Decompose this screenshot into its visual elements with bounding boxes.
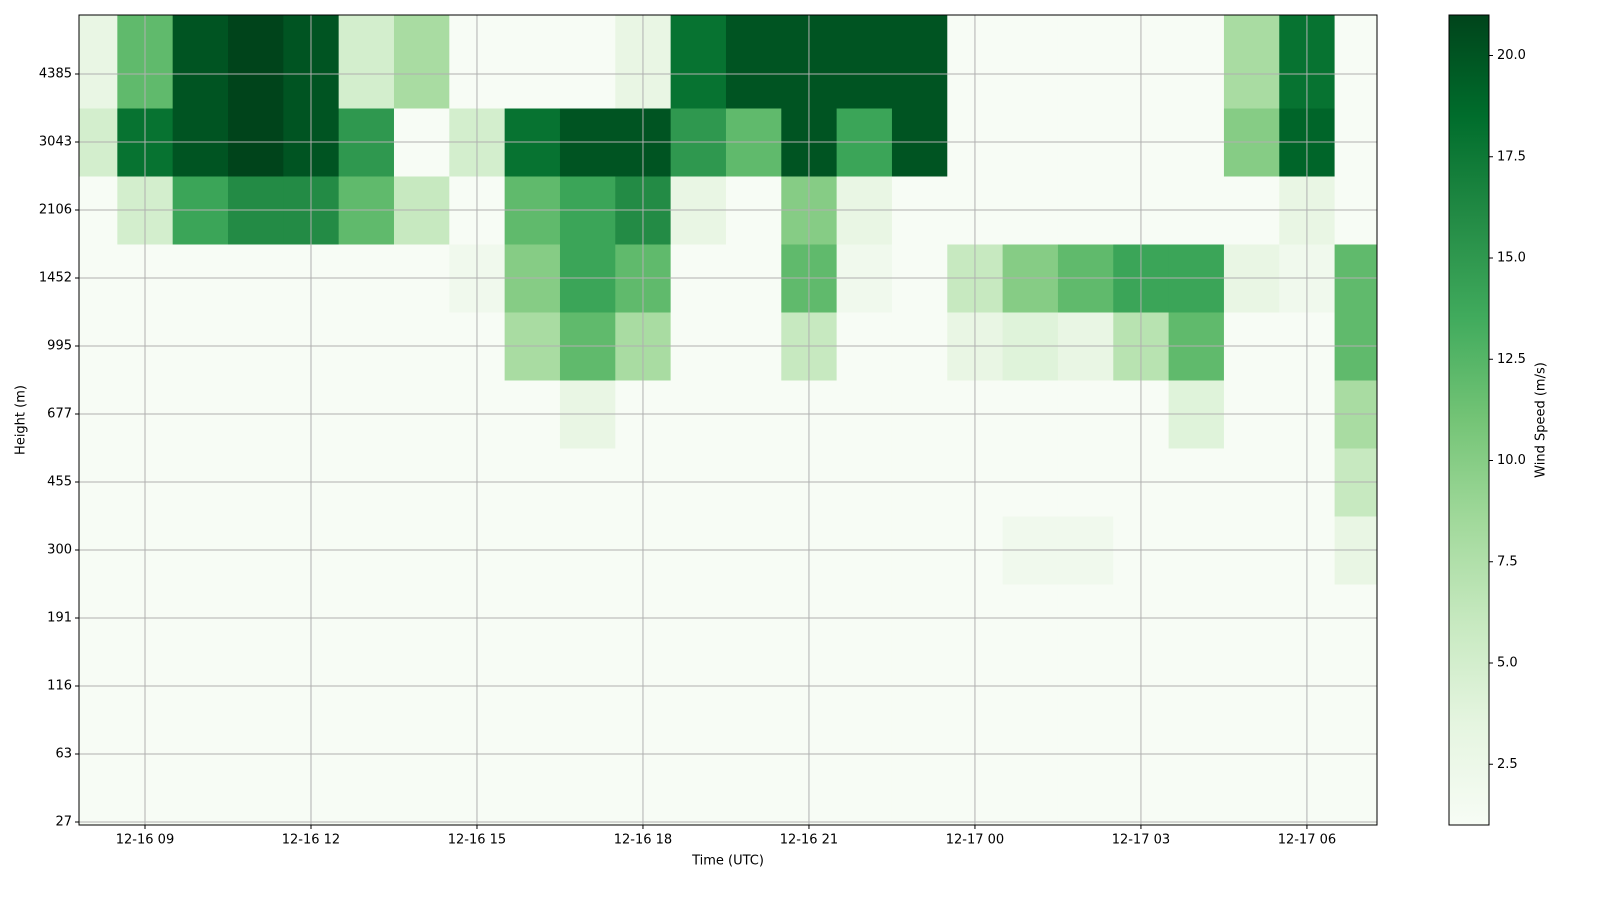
heat-cell — [504, 788, 561, 825]
heat-cell — [1002, 15, 1059, 109]
y-tick-label: 191 — [47, 611, 72, 626]
x-tick-label: 12-17 03 — [1112, 833, 1170, 848]
heat-cell — [670, 15, 727, 109]
overlay: 27 63 116 191 300 455 677 995 1452 2106 3043 4385 12… — [39, 15, 1377, 848]
colorbar-tick-label: 10.0 — [1497, 453, 1526, 468]
x-tick-label: 12-16 21 — [780, 833, 838, 848]
y-tick-label: 995 — [47, 339, 72, 354]
y-tick-label: 300 — [47, 543, 72, 558]
x-tick-label: 12-16 12 — [282, 833, 340, 848]
heat-cell — [891, 788, 948, 825]
plot-frame — [78, 14, 1378, 826]
heatmap — [79, 15, 1377, 825]
heat-cell — [79, 788, 118, 825]
y-tick-label: 27 — [55, 815, 72, 830]
heat-cell — [1168, 15, 1225, 109]
heat-cell — [1334, 788, 1377, 825]
heat-cell — [1223, 788, 1280, 825]
colorbar-tick-label: 7.5 — [1497, 554, 1518, 569]
heat-cell — [1223, 15, 1280, 109]
x-tick-label: 12-16 18 — [614, 833, 672, 848]
heat-cell — [504, 15, 561, 109]
heat-cell — [836, 788, 893, 825]
heat-cell — [1002, 788, 1059, 825]
y-tick-label: 3043 — [39, 135, 72, 150]
heat-cell — [1334, 15, 1377, 109]
heat-cell — [79, 15, 118, 109]
heat-cell — [559, 788, 616, 825]
colorbar-tick-label: 5.0 — [1497, 656, 1518, 671]
colorbar-tick-label: 20.0 — [1497, 48, 1526, 63]
heat-cell — [1057, 788, 1114, 825]
heat-cell — [1057, 15, 1114, 109]
y-tick-label: 2106 — [39, 203, 72, 218]
heat-cell — [227, 15, 284, 109]
y-tick-label: 4385 — [39, 67, 72, 82]
colorbar — [1448, 14, 1490, 826]
heat-cell — [338, 15, 395, 109]
heat-cell — [559, 15, 616, 109]
heat-cell — [891, 15, 948, 109]
heat-cell — [725, 15, 782, 109]
colorbar-tick-label: 15.0 — [1497, 251, 1526, 266]
heat-cell — [670, 788, 727, 825]
x-tick-label: 12-16 09 — [116, 833, 174, 848]
heat-cell — [172, 788, 229, 825]
x-axis-label: Time (UTC) — [691, 854, 764, 869]
heat-cell — [725, 788, 782, 825]
y-tick-label: 1452 — [39, 271, 72, 286]
colorbar-tick-label: 12.5 — [1497, 352, 1526, 367]
colorbar-label: Wind Speed (m/s) — [1534, 362, 1549, 478]
heat-cell — [393, 788, 450, 825]
y-axis-label: Height (m) — [14, 385, 29, 455]
heat-cell — [836, 15, 893, 109]
heat-cell — [1168, 788, 1225, 825]
colorbar-tick-label: 2.5 — [1497, 757, 1518, 772]
heat-cell — [393, 15, 450, 109]
y-tick-label: 455 — [47, 475, 72, 490]
heat-cell — [172, 15, 229, 109]
x-tick-label: 12-17 00 — [946, 833, 1004, 848]
x-tick-label: 12-17 06 — [1278, 833, 1336, 848]
colorbar-tick-label: 17.5 — [1497, 149, 1526, 164]
y-tick-label: 677 — [47, 407, 72, 422]
x-tick-label: 12-16 15 — [448, 833, 506, 848]
y-tick-label: 116 — [47, 679, 72, 694]
heat-cell — [338, 788, 395, 825]
heat-cell — [227, 788, 284, 825]
y-tick-label: 63 — [55, 747, 72, 762]
